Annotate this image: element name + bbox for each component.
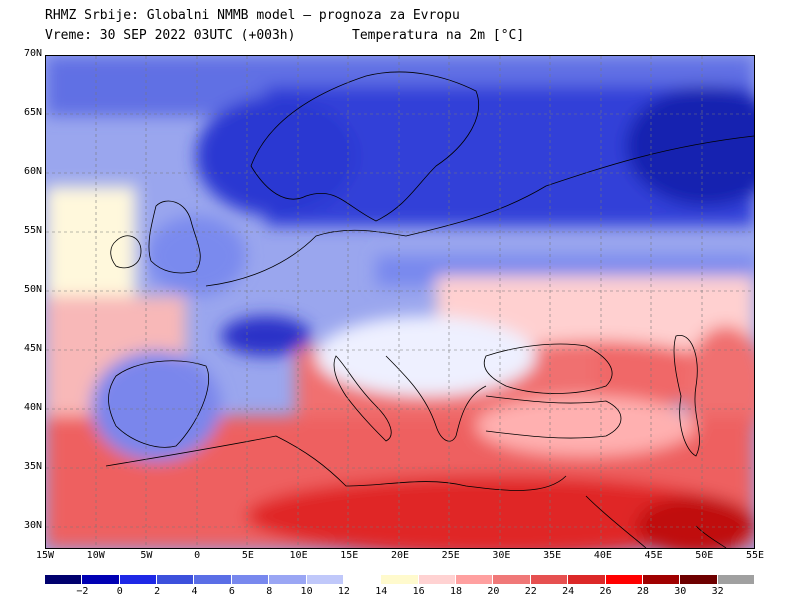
- color-legend-label: 14: [375, 586, 388, 597]
- longitude-tick: 40E: [593, 550, 612, 561]
- chart-title: RHMZ Srbije: Globalni NMMB model — progn…: [45, 8, 460, 23]
- color-legend-swatch: [306, 575, 343, 584]
- longitude-tick: 45E: [644, 550, 663, 561]
- longitude-tick: 0: [194, 550, 201, 561]
- longitude-tick: 25E: [441, 550, 460, 561]
- latitude-tick: 35N: [23, 461, 42, 472]
- color-legend-swatch: [157, 575, 194, 584]
- color-legend-swatch: [568, 575, 605, 584]
- longitude-tick: 20E: [390, 550, 410, 561]
- color-legend-swatch: [269, 575, 306, 584]
- color-legend-swatch: [456, 575, 493, 584]
- color-legend-swatch: [231, 575, 269, 584]
- color-legend-swatch: [45, 575, 82, 584]
- longitude-tick: 30E: [492, 550, 511, 561]
- longitude-tick: 50E: [695, 550, 714, 561]
- map-canvas: [46, 56, 754, 548]
- color-legend-label: 10: [300, 586, 313, 597]
- color-legend-label: 20: [487, 586, 500, 597]
- color-legend-swatch: [680, 575, 717, 584]
- color-legend-swatch: [605, 575, 642, 584]
- latitude-tick: 45N: [23, 343, 42, 354]
- color-legend-label: 22: [524, 586, 537, 597]
- coastlines: [105, 71, 754, 548]
- latitude-tick: 60N: [23, 166, 42, 177]
- color-legend-swatch: [381, 575, 418, 584]
- longitude-tick: 15W: [35, 550, 55, 561]
- color-legend-label: 2: [154, 586, 161, 597]
- color-legend-label: −2: [76, 586, 89, 597]
- latitude-tick: 55N: [23, 225, 42, 236]
- color-legend-swatch: [194, 575, 231, 584]
- forecast-time: Vreme: 30 SEP 2022 03UTC (+003h): [45, 28, 296, 43]
- longitude-tick: 10W: [86, 550, 105, 561]
- color-legend-label: 18: [450, 586, 463, 597]
- latitude-tick: 70N: [23, 48, 42, 59]
- color-legend-label: 8: [266, 586, 273, 597]
- color-legend-label: 6: [228, 586, 235, 597]
- color-legend-swatch: [717, 575, 754, 584]
- temperature-map: [45, 55, 755, 549]
- graticule: [46, 56, 754, 548]
- longitude-tick: 55E: [745, 550, 765, 561]
- color-legend-swatch: [82, 575, 119, 584]
- color-legend-swatch: [493, 575, 530, 584]
- longitude-tick: 10E: [289, 550, 308, 561]
- longitude-tick: 5W: [140, 550, 153, 561]
- longitude-tick: 5E: [241, 550, 254, 561]
- color-legend-label: 16: [412, 586, 425, 597]
- color-legend-swatch: [119, 575, 157, 584]
- longitude-tick: 15E: [340, 550, 359, 561]
- color-legend: [45, 575, 755, 584]
- color-legend-label: 30: [674, 586, 687, 597]
- color-legend-label: 0: [116, 586, 123, 597]
- color-legend-swatch: [530, 575, 568, 584]
- color-legend-label: 26: [599, 586, 612, 597]
- latitude-tick: 65N: [23, 107, 42, 118]
- latitude-tick: 50N: [23, 284, 42, 295]
- latitude-tick: 30N: [23, 520, 42, 531]
- color-legend-label: 4: [191, 586, 198, 597]
- color-legend-swatch: [418, 575, 456, 584]
- color-legend-swatch: [642, 575, 680, 584]
- color-legend-swatch: [343, 575, 381, 584]
- variable-label: Temperatura na 2m [°C]: [352, 28, 525, 43]
- longitude-tick: 35E: [543, 550, 562, 561]
- color-legend-label: 12: [337, 586, 350, 597]
- color-legend-label: 24: [562, 586, 575, 597]
- color-legend-label: 28: [636, 586, 649, 597]
- color-legend-label: 32: [711, 586, 724, 597]
- latitude-tick: 40N: [23, 402, 42, 413]
